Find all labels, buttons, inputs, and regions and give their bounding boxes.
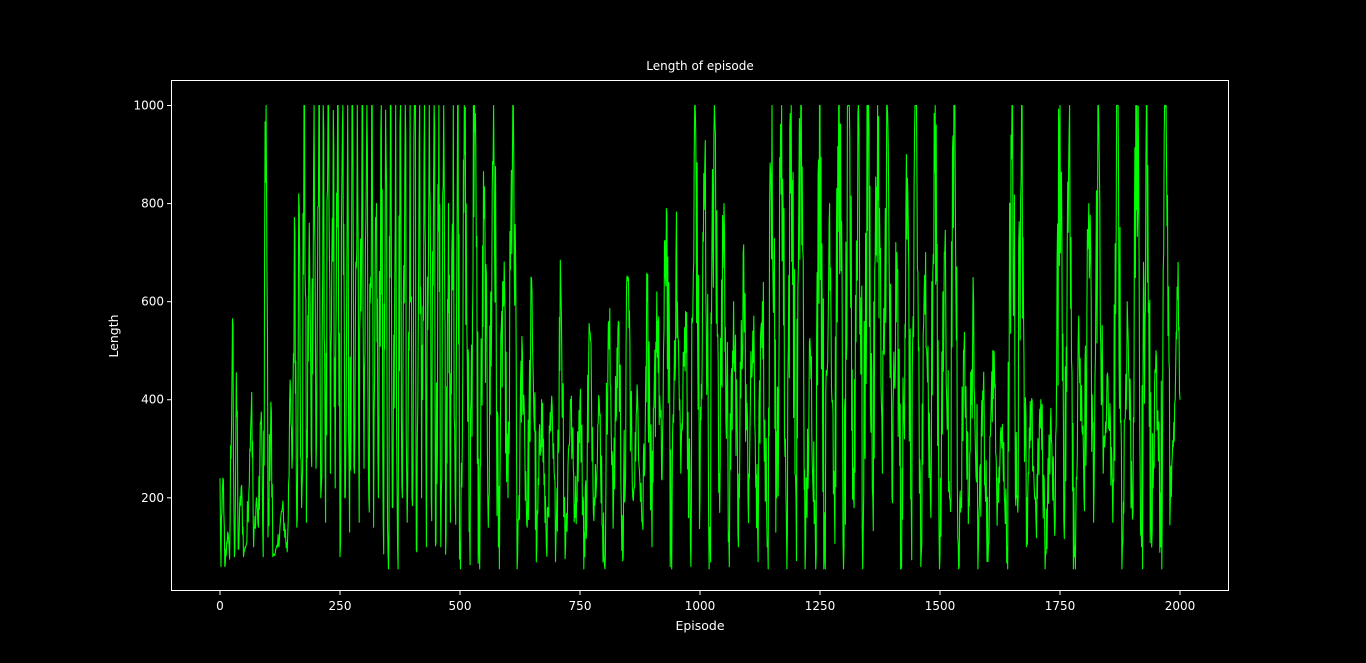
x-tick-label: 0 [216,599,224,613]
x-axis-label: Episode [675,618,724,633]
series-line [219,104,1181,570]
x-tick-label: 500 [449,599,472,613]
y-tick-label: 800 [141,197,164,211]
x-tick-label: 1000 [685,599,716,613]
x-tick-label: 1500 [925,599,956,613]
x-tick-label: 750 [569,599,592,613]
y-tick-label: 400 [141,393,164,407]
y-tick-label: 1000 [133,99,164,113]
chart-title: Length of episode [646,59,754,73]
plot-area [219,104,1181,570]
x-tick-label: 250 [329,599,352,613]
y-axis-label: Length [106,314,121,357]
y-tick-label: 200 [141,491,164,505]
y-axis: 200 400 600 800 1000 [133,99,172,505]
y-tick-label: 600 [141,295,164,309]
x-tick-label: 2000 [1165,599,1196,613]
x-tick-label: 1250 [805,599,836,613]
x-axis: 0 250 500 750 1000 1250 1500 1750 2000 [216,590,1195,613]
x-tick-label: 1750 [1045,599,1076,613]
